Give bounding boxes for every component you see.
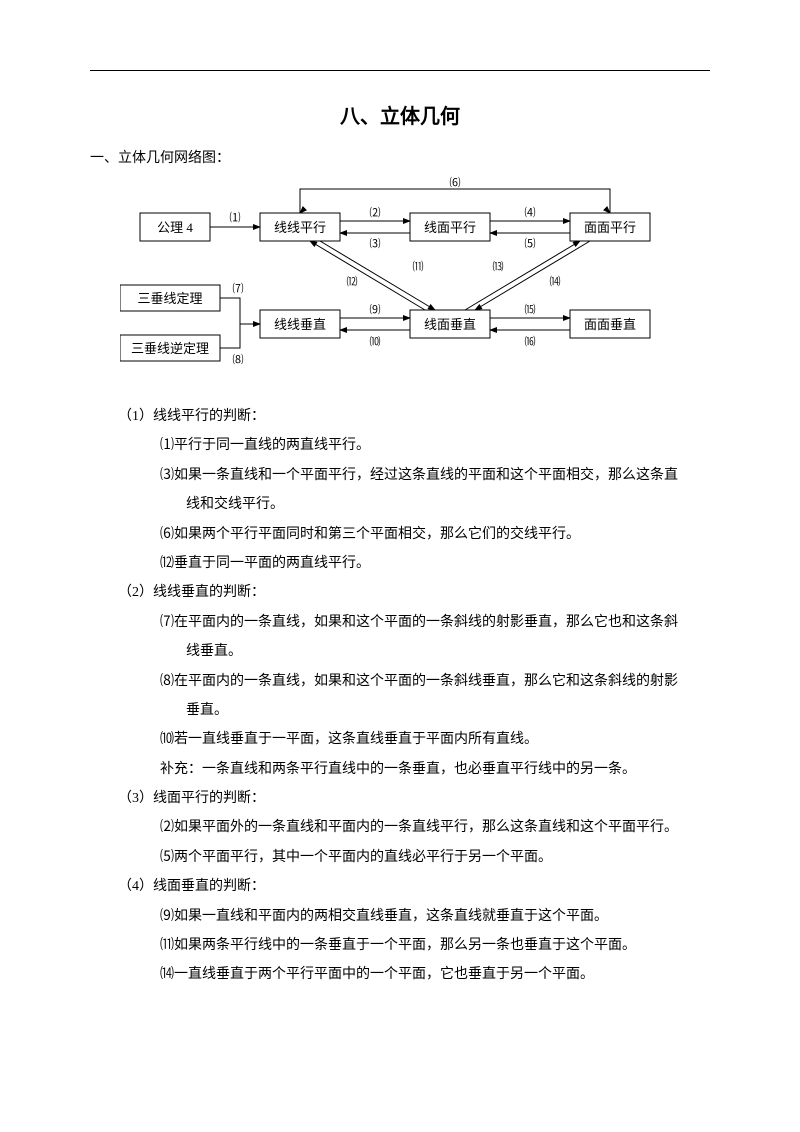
edge-3-label: ⑶ — [370, 237, 381, 250]
box-lp-par-label: 线面平行 — [424, 220, 476, 235]
box-pp-perp: 面面垂直 — [570, 310, 650, 338]
edge-15-label: ⒂ — [525, 303, 536, 316]
s2-8a: ⑻在平面内的一条直线，如果和这个平面的一条斜线垂直，那么它和这条斜线的射影 — [160, 667, 710, 696]
top-rule — [90, 70, 710, 71]
s4-9: ⑼如果一直线和平面内的两相交直线垂直，这条直线就垂直于这个平面。 — [160, 902, 710, 931]
s1-1: ⑴平行于同一直线的两直线平行。 — [160, 431, 710, 460]
edge-16-label: ⒃ — [525, 334, 536, 348]
edge-13-label: ⒀ — [493, 260, 504, 273]
s1-head: （1）线线平行的判断： — [118, 402, 710, 431]
page-title: 八、立体几何 — [90, 100, 710, 129]
box-ll-perp: 线线垂直 — [260, 310, 340, 338]
box-pp-par: 面面平行 — [570, 213, 650, 241]
s4-11: ⑾如果两条平行线中的一条垂直于一个平面，那么另一条也垂直于这个平面。 — [160, 931, 710, 960]
edge-8-path — [220, 324, 240, 348]
edge-7-path — [220, 298, 260, 324]
box-ll-par: 线线平行 — [260, 213, 340, 241]
box-pp-par-label: 面面平行 — [584, 220, 636, 235]
edge-8-label: ⑻ — [233, 353, 244, 366]
section-heading: 一、立体几何网络图： — [90, 147, 710, 167]
box-lp-perp: 线面垂直 — [410, 310, 490, 338]
s3-2: ⑵如果平面外的一条直线和平面内的一条直线平行，那么这条直线和这个平面平行。 — [160, 813, 710, 842]
box-pp-perp-label: 面面垂直 — [584, 317, 636, 332]
box-axiom4-label: 公理 4 — [157, 220, 193, 235]
box-thm3inv-label: 三垂线逆定理 — [131, 341, 209, 356]
box-thm3inv: 三垂线逆定理 — [120, 335, 220, 361]
edge-14-label: ⒁ — [550, 274, 561, 288]
box-thm3: 三垂线定理 — [120, 285, 220, 311]
s3-head: （3）线面平行的判断： — [118, 784, 710, 813]
edge-12-label: ⑿ — [347, 275, 358, 288]
edge-6-label: ⑹ — [450, 176, 461, 189]
edge-1-label: ⑴ — [230, 211, 241, 224]
s4-head: （4）线面垂直的判断： — [118, 872, 710, 901]
edge-4-label: ⑷ — [525, 205, 536, 219]
s2-8b: 垂直。 — [186, 696, 710, 725]
network-diagram: 公理 4 线线平行 线面平行 面面平行 三垂线定理 三垂线逆定理 — [120, 175, 680, 380]
s1-3a: ⑶如果一条直线和一个平面平行，经过这条直线的平面和这个平面相交，那么这条直 — [160, 461, 710, 490]
page: 八、立体几何 一、立体几何网络图： 公理 4 线线平行 线面平行 — [0, 0, 800, 1050]
edge-5-label: ⑸ — [525, 236, 536, 250]
s2-7b: 线垂直。 — [186, 637, 710, 666]
box-lp-par: 线面平行 — [410, 213, 490, 241]
edge-11 — [320, 241, 435, 310]
edge-7-label: ⑺ — [233, 281, 244, 295]
s1-6: ⑹如果两个平行平面同时和第三个平面相交，那么它们的交线平行。 — [160, 520, 710, 549]
s2-supp: 补充：一条直线和两条平行直线中的一条垂直，也必垂直平行线中的另一条。 — [160, 755, 710, 784]
s2-10: ⑽若一直线垂直于一平面，这条直线垂直于平面内所有直线。 — [160, 725, 710, 754]
edge-11-label: ⑾ — [413, 259, 424, 273]
s1-3b: 线和交线平行。 — [186, 490, 710, 519]
s1-12: ⑿垂直于同一平面的两直线平行。 — [160, 549, 710, 578]
content: （1）线线平行的判断： ⑴平行于同一直线的两直线平行。 ⑶如果一条直线和一个平面… — [90, 402, 710, 990]
box-ll-par-label: 线线平行 — [274, 220, 326, 235]
box-ll-perp-label: 线线垂直 — [274, 317, 326, 332]
box-lp-perp-label: 线面垂直 — [424, 317, 476, 332]
s2-7a: ⑺在平面内的一条直线，如果和这个平面的一条斜线的射影垂直，那么它也和这条斜 — [160, 608, 710, 637]
box-thm3-label: 三垂线定理 — [137, 291, 202, 306]
box-axiom4: 公理 4 — [140, 213, 210, 241]
s2-head: （2）线线垂直的判断： — [118, 578, 710, 607]
edge-10-label: ⑽ — [370, 335, 381, 348]
edge-2-label: ⑵ — [370, 206, 381, 219]
s3-5: ⑸两个平面平行，其中一个平面内的直线必平行于另一个平面。 — [160, 843, 710, 872]
s4-14: ⒁一直线垂直于两个平行平面中的一个平面，它也垂直于另一个平面。 — [160, 960, 710, 989]
edge-6-path — [300, 189, 610, 213]
edge-13 — [465, 241, 580, 310]
edge-14 — [475, 241, 590, 310]
edge-9-label: ⑼ — [370, 303, 381, 316]
edge-12 — [310, 241, 425, 310]
